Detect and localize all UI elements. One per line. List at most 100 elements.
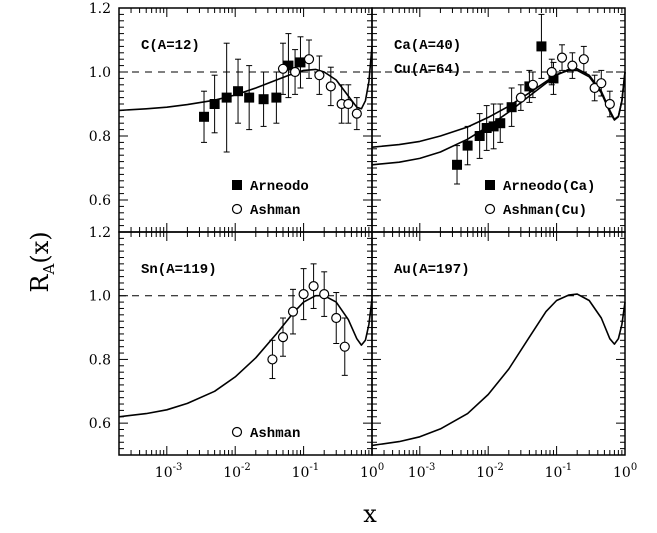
data-point-circle <box>319 289 330 300</box>
x-tick-label: 10-1 <box>292 462 320 481</box>
legend-label: Arneodo <box>250 179 309 195</box>
data-point-circle <box>325 81 336 92</box>
y-tick-label: 1.2 <box>89 225 111 241</box>
panel-label: C(A=12) <box>141 38 200 54</box>
data-point-circle <box>267 354 278 365</box>
x-tick-label: 100 <box>613 462 637 481</box>
x-tick-base: 10 <box>292 465 310 481</box>
data-point-circle <box>556 52 568 63</box>
legend-marker <box>232 180 242 190</box>
data-point-circle <box>303 54 315 65</box>
x-tick-exponent: 0 <box>631 462 637 473</box>
x-tick-base: 10 <box>545 465 563 481</box>
data-point-square <box>209 99 220 109</box>
legend-label: Ashman <box>250 203 300 219</box>
panel-label: Cu(A=64) <box>394 62 461 78</box>
panels-group: C(A=12) Arneodo Ashman Ca(A=40) Cu(A=64) Arne… <box>89 1 637 481</box>
y-tick-label: 0.8 <box>89 352 111 368</box>
panel-label: Sn(A=119) <box>141 262 217 278</box>
y-axis-title-sub: A <box>40 264 58 276</box>
y-axis-title-main: R <box>26 274 54 293</box>
data-point-square <box>452 159 463 170</box>
model-curve-1 <box>371 293 626 447</box>
x-tick-base: 10 <box>223 465 241 481</box>
data-point-square <box>506 102 517 113</box>
y-axis-title-rest: (x) <box>26 231 54 263</box>
data-point-square <box>548 73 559 84</box>
data-point-circle <box>339 341 350 352</box>
y-tick-label: 0.6 <box>89 193 111 209</box>
data-point-circle <box>596 78 607 89</box>
panel-label: Au(A=197) <box>394 262 470 278</box>
data-point-circle <box>604 98 615 110</box>
x-tick-exponent: -1 <box>562 462 572 473</box>
x-tick-label: 10-2 <box>223 462 251 481</box>
data-point-circle <box>527 79 538 90</box>
model-curve-2 <box>371 68 626 166</box>
x-tick-base: 10 <box>360 465 378 481</box>
legend-marker <box>485 180 495 190</box>
data-point-circle <box>287 306 299 317</box>
data-point-circle <box>515 92 526 103</box>
panel-1: C(A=12) Arneodo Ashman <box>118 7 373 233</box>
legend-label: Arneodo(Ca) <box>503 179 595 195</box>
data-point-square <box>488 121 499 132</box>
data-point-circle <box>277 332 289 343</box>
data-point-square <box>474 131 485 141</box>
data-point-circle <box>578 54 589 65</box>
data-point-square <box>283 60 294 71</box>
data-point-circle <box>277 63 289 74</box>
x-tick-label: 10-1 <box>545 462 573 481</box>
legend-marker <box>231 203 243 215</box>
y-axis-title: RA(x) <box>26 231 58 292</box>
x-tick-base: 10 <box>155 465 173 481</box>
x-tick-exponent: -1 <box>309 462 319 473</box>
y-tick-label: 1.2 <box>89 1 111 17</box>
data-point-square <box>199 111 210 122</box>
panel-3: Sn(A=119) Ashman <box>118 231 373 456</box>
data-point-square <box>462 140 473 151</box>
x-tick-exponent: -2 <box>241 462 251 473</box>
y-tick-label: 0.6 <box>89 416 111 432</box>
data-point-square <box>536 41 547 52</box>
x-tick-exponent: 0 <box>378 462 384 473</box>
data-point-square <box>244 92 255 103</box>
legend-marker <box>231 426 243 438</box>
model-curve-1 <box>118 46 373 112</box>
legend-label: Ashman(Cu) <box>503 203 587 219</box>
data-point-square <box>221 92 232 103</box>
panel-frame <box>371 231 626 456</box>
x-tick-label: 100 <box>360 462 384 481</box>
legend-marker <box>484 203 496 215</box>
data-point-circle <box>546 66 557 78</box>
data-point-circle <box>298 289 309 300</box>
data-point-square <box>271 92 282 103</box>
data-point-square <box>258 94 269 105</box>
model-curve-1 <box>371 69 626 148</box>
data-point-circle <box>314 70 325 81</box>
data-point-circle <box>331 312 342 324</box>
x-tick-exponent: -3 <box>426 462 436 473</box>
x-tick-label: 10-3 <box>408 462 436 481</box>
data-point-circle <box>308 281 319 292</box>
x-tick-base: 10 <box>613 465 631 481</box>
x-tick-label: 10-3 <box>155 462 183 481</box>
panel-4: Au(A=197) <box>371 231 626 456</box>
y-tick-label: 1.0 <box>89 289 111 305</box>
x-tick-exponent: -3 <box>173 462 183 473</box>
data-point-circle <box>567 60 578 71</box>
data-point-circle <box>351 108 362 119</box>
data-point-circle <box>343 98 354 110</box>
data-point-square <box>495 118 506 129</box>
data-point-circle <box>289 66 301 78</box>
data-point-square <box>233 86 244 97</box>
data-point-square <box>295 57 306 68</box>
x-tick-exponent: -2 <box>494 462 504 473</box>
y-tick-label: 1.0 <box>89 65 111 81</box>
x-tick-base: 10 <box>476 465 494 481</box>
data-point-square <box>481 123 492 133</box>
x-tick-label: 10-2 <box>476 462 504 481</box>
legend-label: Ashman <box>250 426 300 442</box>
x-axis-title: x <box>363 500 377 528</box>
